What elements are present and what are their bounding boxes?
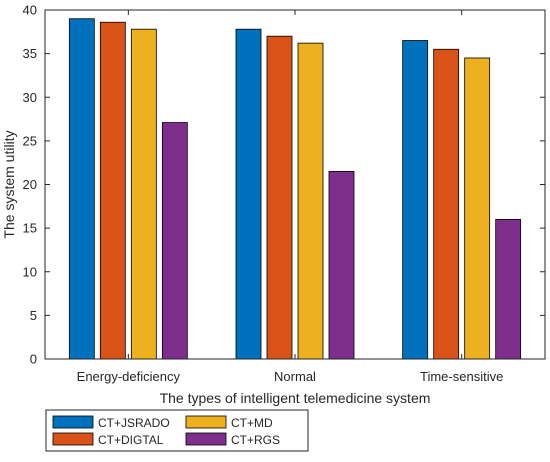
legend-label-ct-digtal: CT+DIGTAL bbox=[98, 433, 164, 447]
bar-ct-jsrado-energy-deficiency bbox=[68, 18, 95, 360]
x-axis-title: The types of intelligent telemedicine sy… bbox=[160, 390, 431, 406]
y-tick-label: 40 bbox=[23, 3, 37, 18]
x-tick-label: Time-sensitive bbox=[420, 369, 503, 384]
bar-ct-md-normal bbox=[297, 42, 324, 360]
bar-ct-rgs-normal bbox=[328, 171, 355, 360]
bar-ct-rgs-time-sensitive bbox=[495, 218, 522, 360]
legend: CT+JSRADO CT+DIGTAL CT+MD CT+RGS bbox=[45, 409, 309, 452]
bar-ct-md-energy-deficiency bbox=[130, 28, 157, 360]
bar-ct-md-time-sensitive bbox=[464, 57, 491, 360]
x-tick-label: Normal bbox=[274, 369, 316, 384]
bar-ct-jsrado-time-sensitive bbox=[402, 40, 429, 360]
plot-frame bbox=[44, 9, 546, 360]
bars-layer bbox=[68, 18, 522, 360]
y-tick-label: 0 bbox=[30, 352, 37, 367]
y-tick-label: 10 bbox=[23, 264, 37, 279]
legend-swatch-ct-digtal bbox=[52, 432, 94, 446]
bar-ct-rgs-energy-deficiency bbox=[161, 122, 188, 360]
y-tick-label: 30 bbox=[23, 90, 37, 105]
bar-ct-digtal-normal bbox=[266, 35, 293, 360]
y-tick-label: 20 bbox=[23, 177, 37, 192]
legend-label-ct-rgs: CT+RGS bbox=[231, 433, 280, 447]
y-axis-title: The system utility bbox=[1, 130, 17, 238]
y-tick-label: 25 bbox=[23, 133, 37, 148]
y-tick-label: 35 bbox=[23, 46, 37, 61]
bar-ct-digtal-energy-deficiency bbox=[99, 21, 126, 360]
y-tick-label: 15 bbox=[23, 221, 37, 236]
bar-ct-digtal-time-sensitive bbox=[433, 48, 460, 360]
legend-swatch-ct-md bbox=[185, 415, 227, 429]
y-tick-label: 5 bbox=[30, 308, 37, 323]
legend-label-ct-md: CT+MD bbox=[231, 416, 273, 430]
axes-layer: Energy-deficiency Normal Time-sensitive 0 5 1… bbox=[1, 3, 546, 406]
legend-label-ct-jsrado: CT+JSRADO bbox=[98, 416, 170, 430]
legend-swatch-ct-jsrado bbox=[52, 415, 94, 429]
bar-ct-jsrado-normal bbox=[235, 28, 262, 360]
legend-swatch-ct-rgs bbox=[185, 432, 227, 446]
x-tick-label: Energy-deficiency bbox=[77, 369, 181, 384]
